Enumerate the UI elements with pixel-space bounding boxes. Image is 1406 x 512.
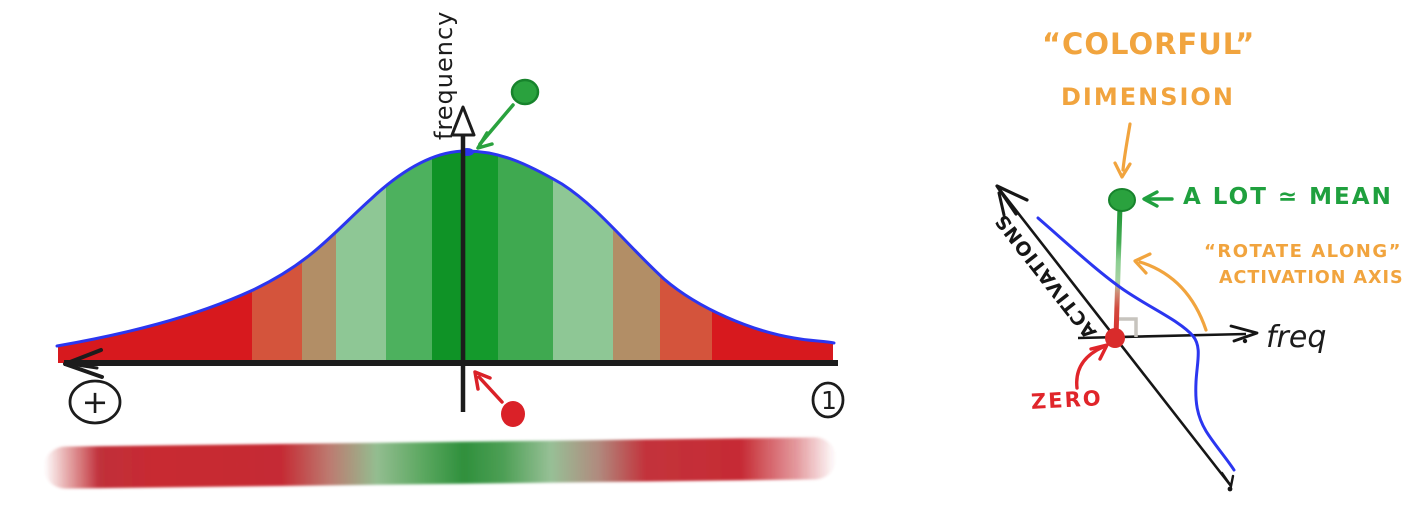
- plus-glyph: +: [82, 383, 109, 421]
- bell-curve-outline: [55, 149, 836, 348]
- freq-axis-line: [1077, 324, 1259, 344]
- rotate-curved-arrow: [1133, 252, 1208, 332]
- right-angle-marker: [1117, 317, 1138, 337]
- up-arrowhead: [450, 105, 476, 137]
- one-glyph: 1: [821, 386, 837, 415]
- green-dot: [510, 78, 540, 106]
- green-arrowhead: [476, 131, 494, 150]
- distribution-stripe: [553, 151, 613, 363]
- circled-one-symbol: 1: [811, 381, 845, 419]
- distribution-stripe: [660, 151, 712, 363]
- distribution-stripe: [252, 151, 302, 363]
- rotate-along-label-line2: ACTIVATION AXIS: [1219, 268, 1404, 288]
- frequency-axis-label: frequency: [430, 10, 458, 140]
- horizontal-axis: [63, 348, 838, 379]
- zero-label: ZERO: [1030, 386, 1104, 414]
- distribution-stripe: [432, 151, 466, 363]
- peak-annotation: [476, 78, 540, 150]
- colorful-dimension-label-line1: “COLORFUL”: [1042, 27, 1256, 61]
- colorful-dimension-stem: [1113, 203, 1123, 340]
- a-lot-mean-label: A LOT ≃ MEAN: [1183, 184, 1393, 210]
- zero-pointer-arrow: [1075, 343, 1109, 390]
- distribution-stripe: [336, 151, 386, 363]
- distribution-stripe: [466, 151, 498, 363]
- vertical-axis: [450, 105, 476, 412]
- dimension-pointer-arrow: [1113, 122, 1132, 179]
- distribution-stripe: [498, 151, 553, 363]
- red-arrowhead: [473, 370, 492, 391]
- distribution-color-stripes: [58, 151, 833, 363]
- mean-pointer-arrow: [1142, 190, 1174, 208]
- rotate-along-label-line1: “ROTATE ALONG”: [1204, 241, 1402, 262]
- distribution-stripe: [302, 151, 336, 363]
- distribution-stripe: [712, 151, 833, 363]
- activation-distribution-curve: [1036, 216, 1236, 472]
- red-green-gradient-bar: [44, 437, 836, 489]
- freq-axis-label: freq: [1266, 320, 1327, 355]
- activations-arrowhead: [995, 184, 1029, 216]
- distribution-stripe: [386, 151, 432, 363]
- axis-zero-annotation: [473, 370, 525, 427]
- distribution-stripe: [58, 151, 252, 363]
- freq-arrowhead: [1229, 324, 1259, 343]
- left-arrowhead: [63, 348, 104, 379]
- zero-dot: [1105, 328, 1125, 348]
- red-dot: [501, 401, 525, 427]
- circled-plus-symbol: +: [68, 379, 122, 425]
- colorful-dimension-label-line2: DIMENSION: [1061, 83, 1235, 111]
- mean-dot: [1108, 188, 1136, 212]
